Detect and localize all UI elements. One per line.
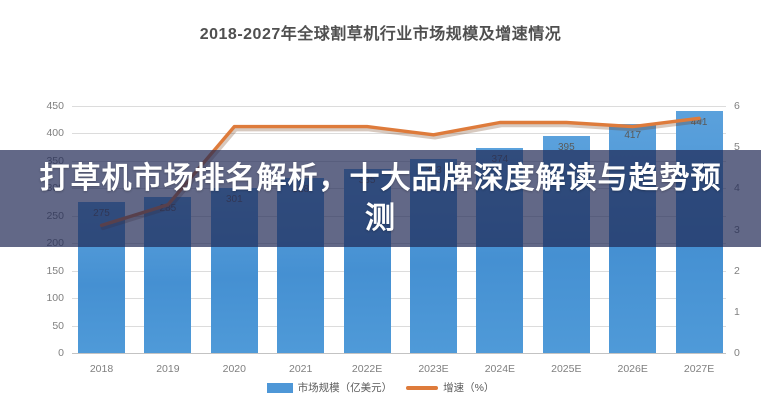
left-axis-tick-label: 0	[58, 347, 64, 359]
x-axis-line	[72, 353, 726, 354]
x-axis-tick-label: 2022E	[351, 363, 383, 375]
legend: 市场规模（亿美元） 增速（%）	[0, 380, 761, 395]
x-axis-tick-label: 2025E	[551, 363, 582, 375]
bar-value-label: 395	[557, 142, 575, 154]
x-axis-tick-label: 2021	[289, 363, 313, 375]
right-axis-tick-label: 0	[734, 347, 740, 359]
x-axis-tick-label: 2018	[89, 363, 114, 375]
bar-series-swatch-icon	[266, 382, 293, 393]
x-axis-tick-label: 2019	[156, 363, 180, 375]
bar-value-label: 441	[690, 116, 708, 128]
legend-label-growth: 增速（%）	[443, 382, 495, 394]
watermark-banner: 打草机市场排名解析，十大品牌深度解读与趋势预 测	[0, 150, 761, 247]
watermark-text-line2: 测	[365, 201, 396, 235]
gridline	[72, 106, 726, 107]
x-axis-tick-label: 2020	[222, 363, 246, 375]
gridline	[72, 270, 726, 272]
gridline	[72, 325, 726, 327]
legend-item-growth: 增速（%）	[406, 380, 494, 395]
x-axis-tick-label: 2024E	[484, 363, 516, 375]
gridline	[72, 298, 726, 300]
right-axis-tick-label: 2	[734, 264, 740, 277]
watermark-text: 打草机市场排名解析，十大品牌深度解读与趋势预 测	[40, 159, 722, 239]
line-series-swatch-icon	[406, 385, 439, 390]
right-axis-tick-label: 5	[734, 141, 740, 154]
gridline	[72, 133, 726, 135]
right-axis-tick-label: 6	[734, 100, 740, 112]
right-axis-tick-label: 1	[734, 305, 740, 318]
bar-value-label: 417	[624, 130, 642, 142]
left-axis-tick-label: 450	[46, 100, 64, 112]
left-axis-tick-label: 50	[52, 319, 64, 332]
legend-item-market-size: 市场规模（亿美元）	[266, 380, 393, 395]
left-axis-tick-label: 400	[46, 127, 64, 140]
x-axis-tick-label: 2027E	[683, 363, 715, 375]
x-axis-tick-label: 2023E	[418, 363, 449, 375]
legend-label-market-size: 市场规模（亿美元）	[297, 382, 393, 394]
left-axis-tick-label: 150	[46, 264, 64, 277]
watermark-text-line1: 打草机市场排名解析，十大品牌深度解读与趋势预	[39, 161, 722, 195]
chart-title: 2018-2027年全球割草机行业市场规模及增速情况	[199, 26, 562, 43]
x-axis-tick-label: 2026E	[617, 363, 648, 375]
left-axis-tick-label: 100	[46, 292, 64, 305]
